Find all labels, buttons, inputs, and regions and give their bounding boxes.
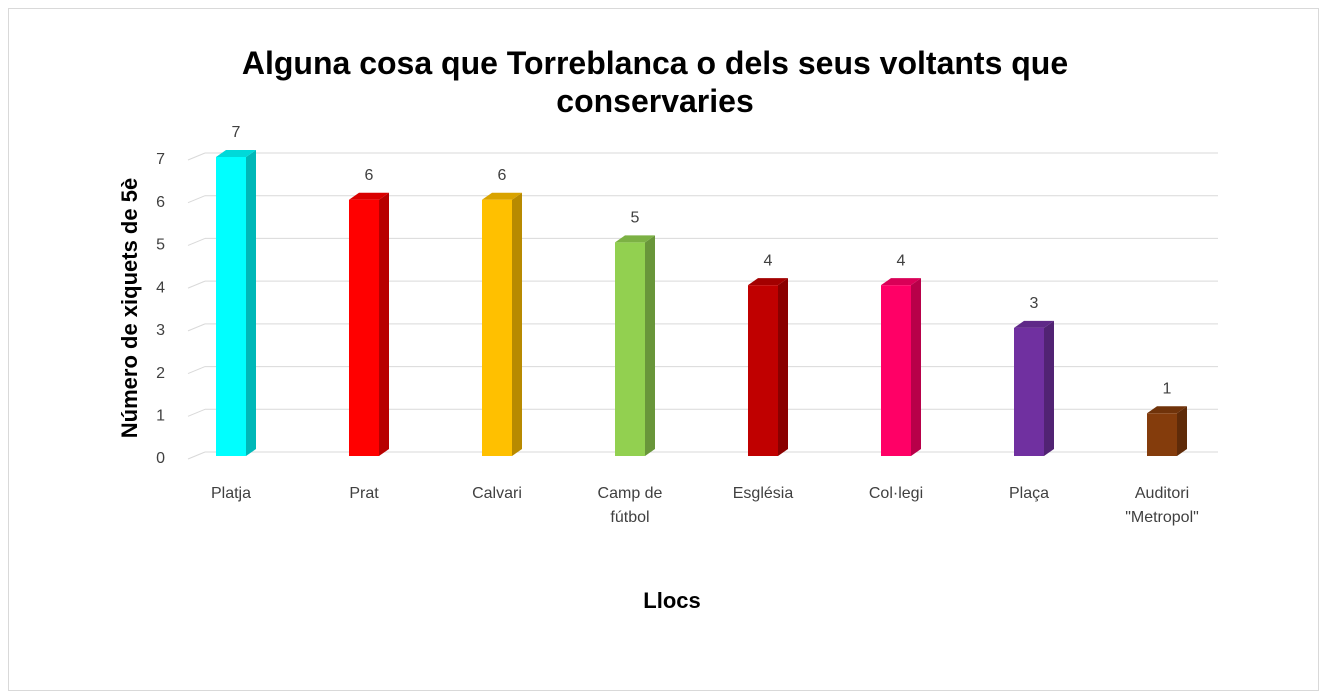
grid-line: [187, 323, 206, 332]
bar: [881, 285, 911, 456]
data-label: 6: [365, 167, 374, 184]
x-tick-label: Plaça: [1008, 485, 1050, 502]
x-axis-label: Llocs: [643, 588, 701, 613]
x-tick-label: Col·legi: [868, 485, 924, 502]
grid-line: [187, 152, 206, 161]
data-label: 6: [498, 167, 507, 184]
chart-title: Alguna cosa que Torreblanca o dels seus …: [241, 45, 1069, 119]
y-tick-label: 6: [156, 194, 165, 211]
data-label: 4: [897, 252, 906, 269]
y-axis-label: Número de xiquets de 5è: [117, 177, 142, 439]
x-tick-label: Camp de fútbol: [597, 485, 663, 526]
bar: [615, 242, 645, 456]
bar-side: [645, 235, 655, 456]
bar: [1014, 327, 1044, 456]
bar-side: [512, 192, 522, 456]
data-label: 7: [232, 124, 241, 141]
bar-top: [349, 192, 389, 200]
y-tick-label: 5: [156, 237, 165, 254]
bar-top: [1014, 320, 1054, 328]
y-tick-label: 0: [156, 450, 165, 467]
data-label: 5: [631, 210, 640, 227]
bar: [748, 285, 778, 456]
x-tick-label: Auditori "Metropol": [1125, 485, 1199, 526]
bar-side: [778, 278, 788, 456]
grid-line: [187, 451, 206, 460]
grid-line: [187, 366, 206, 375]
x-tick-label: Prat: [349, 485, 379, 502]
grid-line: [187, 280, 206, 289]
bar-top: [748, 278, 788, 286]
grid-line: [187, 237, 206, 246]
y-tick-label: 1: [156, 408, 165, 425]
bar: [1147, 413, 1177, 456]
x-tick-label: Església: [732, 485, 794, 502]
data-label: 1: [1163, 381, 1172, 398]
bar: [482, 199, 512, 456]
x-tick-label: Platja: [210, 485, 252, 502]
bar: [349, 199, 379, 456]
bar-side: [1044, 320, 1054, 456]
data-label: 3: [1030, 295, 1039, 312]
bar: [216, 157, 246, 456]
grid-line: [187, 408, 206, 417]
bar-top: [615, 235, 655, 243]
y-tick-label: 4: [156, 279, 165, 296]
y-tick-label: 3: [156, 322, 165, 339]
bar-side: [911, 278, 921, 456]
bar-top: [216, 150, 256, 157]
y-tick-label: 7: [156, 151, 165, 168]
y-tick-label: 2: [156, 365, 165, 382]
grid-line: [187, 195, 206, 204]
bar-side: [379, 192, 389, 456]
bar-top: [482, 192, 522, 200]
data-label: 4: [764, 252, 773, 269]
x-tick-label: Calvari: [472, 485, 522, 502]
bar-top: [881, 278, 921, 286]
bar-side: [1177, 406, 1187, 456]
bar-top: [1147, 406, 1187, 414]
bar-side: [246, 150, 256, 456]
